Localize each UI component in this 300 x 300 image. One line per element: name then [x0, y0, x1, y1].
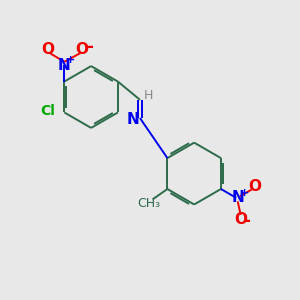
- Text: N: N: [58, 58, 71, 73]
- Text: CH₃: CH₃: [138, 196, 161, 210]
- Text: -: -: [243, 212, 250, 230]
- Text: O: O: [76, 42, 88, 57]
- Text: O: O: [42, 42, 55, 57]
- Text: N: N: [127, 112, 140, 127]
- Text: +: +: [240, 188, 249, 197]
- Text: H: H: [143, 89, 153, 102]
- Text: Cl: Cl: [40, 104, 56, 118]
- Text: O: O: [234, 212, 247, 227]
- Text: -: -: [86, 38, 93, 56]
- Text: O: O: [248, 179, 261, 194]
- Text: N: N: [231, 190, 244, 205]
- Text: +: +: [66, 55, 75, 65]
